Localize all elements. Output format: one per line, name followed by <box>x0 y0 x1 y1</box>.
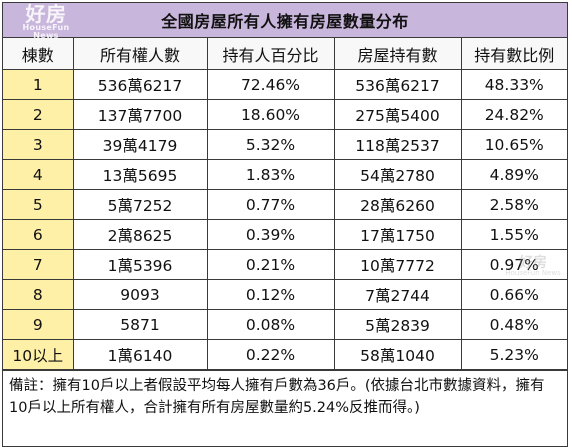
cell-holding-ratio: 2.58% <box>460 189 567 220</box>
table-body: 1 536萬6217 72.46% 536萬6217 48.33% 2 137萬7700 18… <box>3 69 567 370</box>
cell-owner-percent: 0.08% <box>206 309 335 340</box>
watermark-logo: 好房 HouseFun News <box>11 4 81 40</box>
cell-units: 6 <box>3 219 74 250</box>
cell-owners: 2萬8625 <box>72 219 208 250</box>
cell-units: 8 <box>3 279 74 310</box>
cell-owners: 5萬7252 <box>72 189 208 220</box>
cell-owner-percent: 0.22% <box>206 339 335 370</box>
cell-owner-percent: 5.32% <box>206 129 335 160</box>
ownership-table: 棟數 所有權人數 持有人百分比 房屋持有數 持有數比例 1 536萬6217 72.… <box>3 38 567 370</box>
column-header-owner-percent: 持有人百分比 <box>206 38 335 70</box>
cell-owner-percent: 72.46% <box>206 69 335 100</box>
cell-owners: 137萬7700 <box>72 99 208 130</box>
cell-units: 10以上 <box>3 339 74 370</box>
cell-owner-percent: 18.60% <box>206 99 335 130</box>
cell-owner-percent: 0.21% <box>206 249 335 280</box>
cell-houses-held: 536萬6217 <box>333 69 462 100</box>
cell-holding-ratio: 48.33% <box>460 69 567 100</box>
cell-houses-held: 54萬2780 <box>333 159 462 190</box>
cell-houses-held: 28萬6260 <box>333 189 462 220</box>
cell-owners: 5871 <box>72 309 208 340</box>
table-row: 5 5萬7252 0.77% 28萬6260 2.58% <box>3 189 567 220</box>
cell-owners: 13萬5695 <box>72 159 208 190</box>
cell-holding-ratio: 10.65% <box>460 129 567 160</box>
table-row: 3 39萬4179 5.32% 118萬2537 10.65% <box>3 129 567 160</box>
cell-houses-held: 17萬1750 <box>333 219 462 250</box>
table-row: 9 5871 0.08% 5萬2839 0.48% <box>3 309 567 340</box>
cell-units: 4 <box>3 159 74 190</box>
cell-holding-ratio: 0.48% <box>460 309 567 340</box>
cell-units: 3 <box>3 129 74 160</box>
title-bar: 好房 HouseFun News 全國房屋所有人擁有房屋數量分布 <box>3 3 567 40</box>
cell-houses-held: 118萬2537 <box>333 129 462 160</box>
table-row: 6 2萬8625 0.39% 17萬1750 1.55% <box>3 219 567 250</box>
column-header-units: 棟數 <box>3 38 74 70</box>
cell-owners: 1萬6140 <box>72 339 208 370</box>
cell-units: 7 <box>3 249 74 280</box>
cell-holding-ratio: 24.82% <box>460 99 567 130</box>
cell-owner-percent: 0.12% <box>206 279 335 310</box>
cell-holding-ratio: 5.23% <box>460 339 567 370</box>
table-row: 4 13萬5695 1.83% 54萬2780 4.89% <box>3 159 567 190</box>
footnote: 備註：擁有10戶以上者假設平均每人擁有戶數為36戶。(依據台北市數據資料，擁有1… <box>3 370 567 446</box>
cell-owners: 1萬5396 <box>72 249 208 280</box>
table-row: 8 9093 0.12% 7萬2744 0.66% <box>3 279 567 310</box>
cell-units: 2 <box>3 99 74 130</box>
cell-holding-ratio: 0.66% <box>460 279 567 310</box>
cell-owner-percent: 0.39% <box>206 219 335 250</box>
cell-houses-held: 10萬7772 <box>333 249 462 280</box>
cell-units: 1 <box>3 69 74 100</box>
cell-holding-ratio: 1.55% <box>460 219 567 250</box>
header-row: 棟數 所有權人數 持有人百分比 房屋持有數 持有數比例 <box>3 38 567 70</box>
cell-houses-held: 58萬1040 <box>333 339 462 370</box>
table-title: 全國房屋所有人擁有房屋數量分布 <box>161 12 409 31</box>
column-header-houses-held: 房屋持有數 <box>333 38 462 70</box>
cell-units: 5 <box>3 189 74 220</box>
table-row: 2 137萬7700 18.60% 275萬5400 24.82% <box>3 99 567 130</box>
cell-owners: 39萬4179 <box>72 129 208 160</box>
cell-units: 9 <box>3 309 74 340</box>
table-row: 10以上 1萬6140 0.22% 58萬1040 5.23% <box>3 339 567 370</box>
cell-houses-held: 275萬5400 <box>333 99 462 130</box>
cell-owner-percent: 0.77% <box>206 189 335 220</box>
cell-holding-ratio: 0.97% <box>460 249 567 280</box>
watermark-sub: HouseFun News <box>22 23 70 40</box>
cell-houses-held: 7萬2744 <box>333 279 462 310</box>
cell-owners: 9093 <box>72 279 208 310</box>
cell-holding-ratio: 4.89% <box>460 159 567 190</box>
table-row: 7 1萬5396 0.21% 10萬7772 0.97% <box>3 249 567 280</box>
watermark-main: 好房 <box>25 2 67 26</box>
cell-owners: 536萬6217 <box>72 69 208 100</box>
cell-owner-percent: 1.83% <box>206 159 335 190</box>
cell-houses-held: 5萬2839 <box>333 309 462 340</box>
column-header-holding-ratio: 持有數比例 <box>460 38 567 70</box>
table-row: 1 536萬6217 72.46% 536萬6217 48.33% <box>3 69 567 100</box>
column-header-owners: 所有權人數 <box>72 38 208 70</box>
